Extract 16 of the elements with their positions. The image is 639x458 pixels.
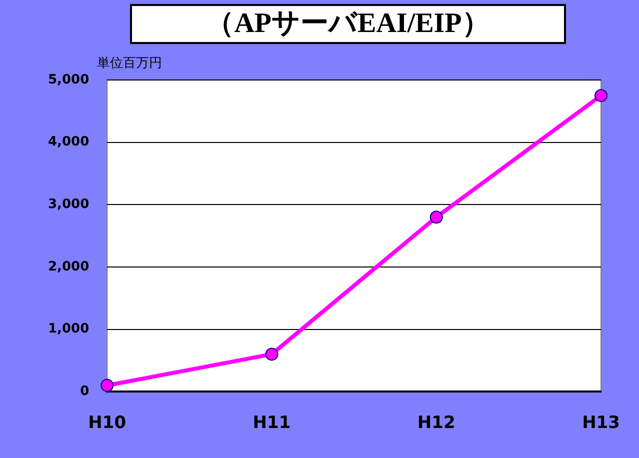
x-tick-label: H11 — [252, 413, 291, 434]
x-tick-label: H13 — [582, 413, 620, 434]
chart-title: （APサーバEAI/EIP） — [130, 4, 566, 44]
y-tick-label: 1,000 — [48, 322, 90, 337]
x-tick-label: H12 — [417, 413, 456, 434]
y-tick-label: 5,000 — [48, 72, 90, 88]
y-tick-label: 3,000 — [48, 197, 90, 212]
point — [100, 378, 114, 392]
y-tick-label: 4,000 — [48, 134, 90, 150]
point — [430, 210, 443, 224]
point — [265, 348, 278, 361]
x-tick-label: H10 — [88, 413, 126, 434]
y-tick-label: 2,000 — [48, 259, 90, 274]
point — [594, 89, 608, 102]
y-tick-label: 0 — [80, 384, 90, 399]
y-axis-title: 単位百万円 — [97, 56, 162, 71]
